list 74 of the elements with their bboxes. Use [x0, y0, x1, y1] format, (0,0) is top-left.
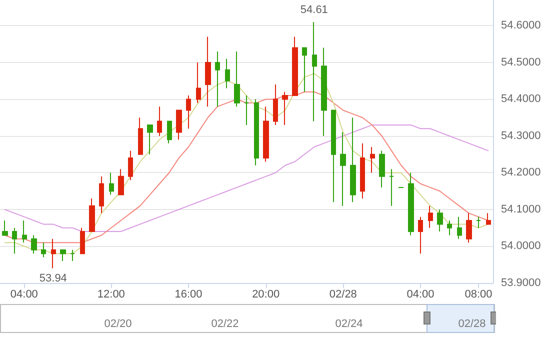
candlestick: [41, 242, 46, 258]
x-tick-label: 08:00: [464, 288, 492, 300]
candlestick: [22, 220, 27, 244]
text: 02/20: [104, 318, 132, 330]
candlestick: [157, 106, 162, 136]
candlestick: [186, 95, 191, 130]
x-tick-label: 20:00: [252, 288, 280, 300]
x-tick-label: 04:00: [10, 288, 38, 300]
candlestick: [360, 142, 365, 199]
candlestick: [340, 132, 346, 206]
candlestick: [215, 50, 220, 108]
annotation: 54.61: [300, 4, 328, 16]
candlestick: [263, 106, 269, 162]
candlestick: [292, 36, 298, 96]
x-tick-label: 16:00: [174, 288, 202, 300]
candlestick: [31, 234, 37, 254]
line-series: [4, 73, 489, 254]
candlestick: [89, 198, 95, 232]
candlestick: [109, 172, 114, 196]
candlestick: [457, 216, 462, 240]
candlestick: [60, 249, 66, 262]
candlestick: [273, 84, 278, 126]
candlestick: [99, 176, 104, 214]
candlestick: [321, 47, 327, 136]
candlestick: [147, 124, 153, 155]
candlestick: [234, 50, 240, 108]
candlestick: [370, 146, 375, 174]
candlestick: [466, 212, 472, 244]
candlestick: [379, 150, 385, 188]
y-tick-label: 53.9000: [501, 277, 541, 289]
text: 02/28: [458, 318, 486, 330]
text: 02/24: [335, 318, 363, 330]
candlestick: [302, 47, 307, 92]
candlestick: [447, 220, 452, 236]
x-tick-label: 12:00: [97, 288, 125, 300]
candlestick: [128, 150, 133, 181]
y-tick-label: 54.3000: [501, 130, 541, 142]
candlestick: [51, 238, 56, 269]
candlestick: [254, 98, 259, 166]
candlestick: [476, 216, 481, 228]
x-tick-label: 04:00: [406, 288, 434, 300]
candlestick: [176, 110, 182, 140]
candlestick: [12, 227, 17, 254]
candlestick: [437, 208, 443, 232]
candlestick: [350, 117, 356, 203]
candlestick: [80, 227, 85, 254]
candlestick: [408, 172, 414, 236]
annotation: 53.94: [39, 272, 67, 284]
candlestick: [225, 58, 230, 89]
line-series: [4, 91, 489, 244]
candlestick: [2, 220, 8, 236]
candlestick: [244, 95, 249, 126]
candlestick: [418, 216, 423, 254]
candlestick: [167, 120, 172, 144]
candlestick: [138, 117, 143, 155]
candlestick: [331, 110, 336, 203]
candlestick: [196, 62, 201, 104]
y-tick-label: 54.5000: [501, 56, 541, 68]
y-tick-label: 54.0000: [501, 240, 541, 252]
candlestick: [70, 249, 75, 262]
candlestick: [205, 36, 211, 108]
text: 02/22: [211, 318, 239, 330]
candlestick: [312, 22, 317, 122]
x-tick-label: 02/28: [329, 288, 357, 300]
candlestick: [428, 205, 433, 228]
candlestick: [486, 212, 491, 225]
y-tick-label: 54.4000: [501, 93, 541, 106]
line-series: [4, 124, 489, 232]
y-tick-label: 54.6000: [501, 20, 541, 32]
y-tick-label: 54.2000: [501, 166, 541, 179]
y-tick-label: 54.1000: [501, 203, 541, 216]
candlestick: [118, 168, 124, 196]
candlestick: [389, 168, 394, 206]
candlestick: [282, 91, 288, 126]
